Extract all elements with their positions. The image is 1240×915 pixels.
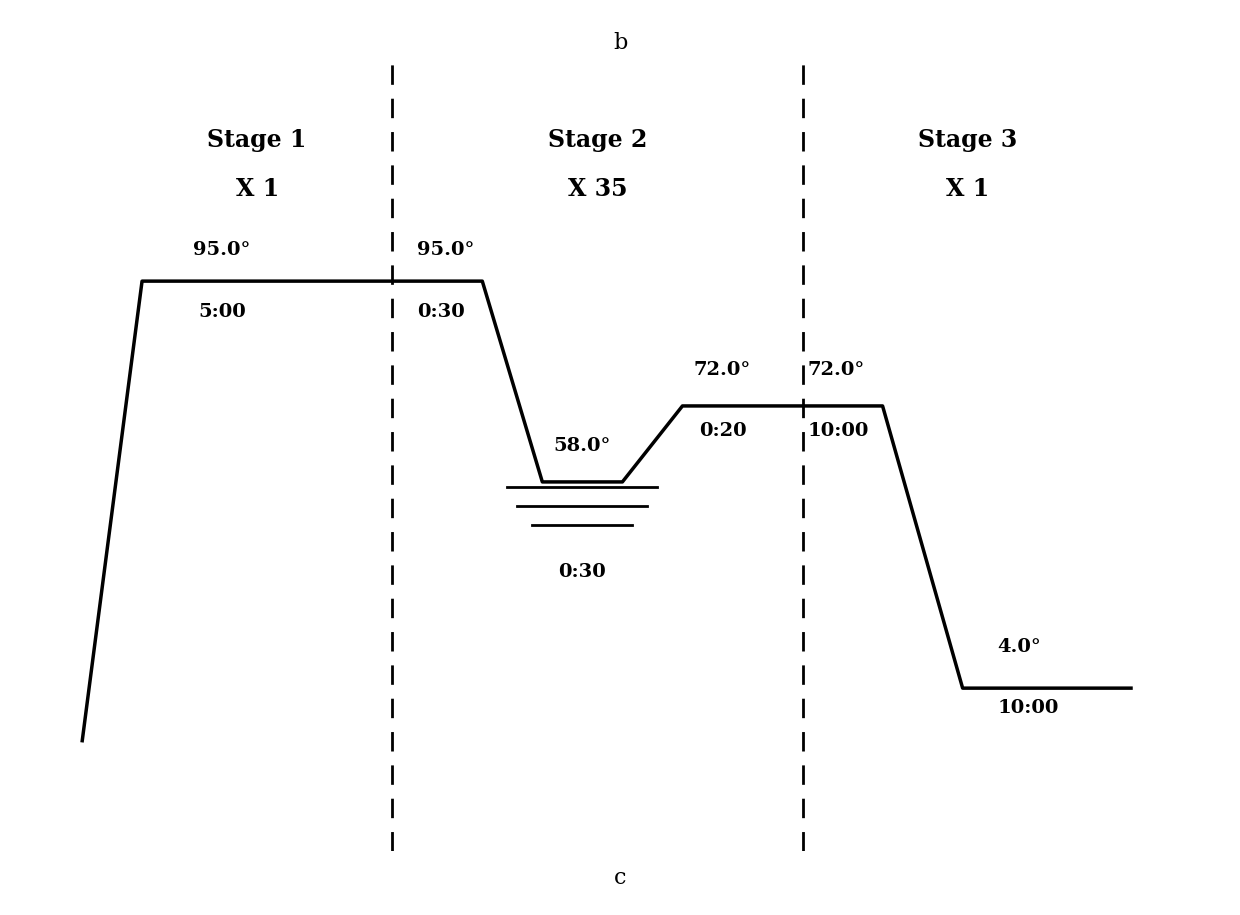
Text: 72.0°: 72.0°	[694, 361, 751, 379]
Text: 0:30: 0:30	[558, 564, 606, 581]
Text: Stage 1: Stage 1	[207, 128, 306, 152]
Text: 0:20: 0:20	[698, 422, 746, 440]
Text: X 35: X 35	[568, 177, 627, 201]
Text: 58.0°: 58.0°	[554, 436, 611, 455]
Text: X 1: X 1	[236, 177, 279, 201]
Text: Stage 3: Stage 3	[918, 128, 1017, 152]
Text: c: c	[614, 867, 626, 889]
Text: 72.0°: 72.0°	[807, 361, 864, 379]
Text: 4.0°: 4.0°	[998, 638, 1042, 655]
Text: Stage 2: Stage 2	[548, 128, 647, 152]
Text: 10:00: 10:00	[998, 699, 1059, 717]
Text: X 1: X 1	[946, 177, 990, 201]
Text: 5:00: 5:00	[198, 303, 246, 321]
Text: b: b	[613, 32, 627, 54]
Text: 10:00: 10:00	[807, 422, 869, 440]
Text: 0:30: 0:30	[417, 303, 465, 321]
Text: 95.0°: 95.0°	[417, 242, 475, 260]
Text: 95.0°: 95.0°	[193, 242, 250, 260]
